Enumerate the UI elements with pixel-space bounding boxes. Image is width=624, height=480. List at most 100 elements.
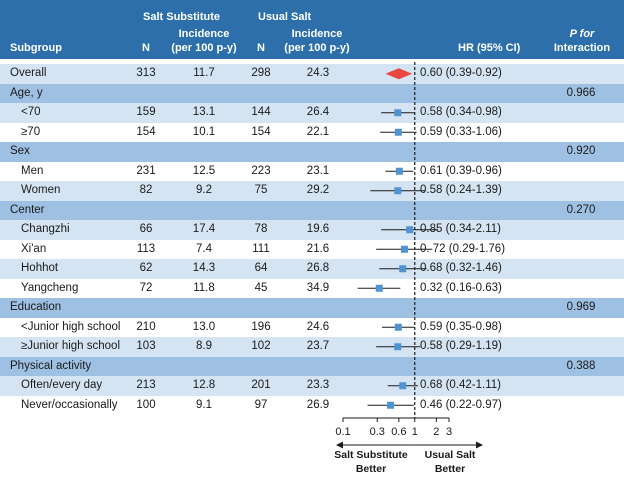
table-row: Xi'an 113 7.4 111 21.6 0. 72 (0.29-1.76) [0,239,624,259]
usual-salt-header: Usual Salt [258,11,312,23]
hr-ci-value: 0.58 (0.34-0.98) [420,106,502,118]
table-row: Overall 313 11.7 298 24.3 0.60 (0.39-0.92) [0,64,624,84]
table-row: <70 159 13.1 144 26.4 0.58 (0.34-0.98) [0,103,624,123]
section-row: Age, y 0.966 [0,83,624,103]
usual-better-label: Usual Salt [425,449,476,461]
substitute-better-label: Salt Substitute [334,449,408,461]
incidence-substitute-value: 10.1 [192,125,216,138]
subgroup-label: Sex [10,145,30,157]
n-usual-value: 78 [254,223,268,235]
n-substitute-value: 313 [136,67,156,79]
n-substitute-value: 66 [139,223,153,235]
subgroup-label: <70 [21,106,41,118]
incidence-usual-value: 29.2 [306,184,330,196]
n-substitute-value: 100 [136,398,156,411]
section-row: Center 0.270 [0,200,624,220]
x-tick-label: 0.3 [370,426,385,438]
p-interaction-header-2: Interaction [553,42,611,54]
incidence-usual-value: 23.1 [306,164,330,177]
hr-ci-value: 0.85 (0.34-2.11) [420,223,501,235]
incidence-substitute-value: 12.5 [192,164,216,177]
incidence-substitute-value: 14.3 [192,262,216,274]
subgroup-label: Overall [10,67,47,79]
hr-ci-value: 0.68 (0.42-1.11) [420,379,501,391]
incidence-substitute-value: 12.8 [192,379,216,391]
n-usual-header: N [257,42,265,54]
n-usual-value: 97 [254,398,268,411]
incidence-substitute-value: 7.4 [196,242,212,255]
table-row: Never/occasionally 100 9.1 97 26.9 0.46 (0.22… [0,395,624,415]
incidence-substitute-value: 9.1 [196,398,212,411]
hr-marker [394,109,402,117]
hr-ci-value: 0.61 (0.39-0.96) [420,164,502,177]
table-row: Often/every day 213 12.8 201 23.3 0.68 (0.42-… [0,376,624,396]
subgroup-label: <Junior high school [21,320,121,333]
hr-ci-value: 0.58 (0.24-1.39) [420,184,502,196]
section-row: Physical activity 0.388 [0,356,624,376]
incidence-substitute-value: 13.0 [192,320,216,333]
table-header: Subgroup Salt Substitute Usual Salt N In… [0,0,624,59]
incidence-substitute-value: 17.4 [192,223,216,235]
hr-ci-value: 0.60 (0.39-0.92) [420,67,502,79]
subgroup-label: Xi'an [21,242,47,255]
incidence-usual-header-1: Incidence [291,28,343,40]
incidence-substitute-value: 11.7 [193,67,215,79]
subgroup-label: Women [21,184,61,196]
section-row: Education 0.969 [0,298,624,318]
hr-ci-value: 0.59 (0.33-1.06) [420,125,502,138]
p-interaction-value: 0.388 [566,359,596,372]
n-substitute-value: 72 [139,281,153,294]
incidence-usual-value: 26.9 [306,398,330,411]
incidence-usual-value: 26.8 [306,262,330,274]
incidence-usual-header-2: (per 100 p-y) [284,42,350,54]
hr-marker [406,226,414,234]
table-row: Changzhi 66 17.4 78 19.6 0.85 (0.34-2.11) [0,220,624,240]
subgroup-label: ≥70 [21,125,41,138]
overall-diamond [385,68,413,80]
n-usual-value: 102 [251,340,271,352]
incidence-substitute-header-2: (per 100 p-y) [171,42,237,54]
p-interaction-header-1: P for [569,28,595,40]
table-row: Women 82 9.2 75 29.2 0.58 (0.24-1.39) [0,181,624,201]
hr-ci-value: 0.58 (0.29-1.19) [420,340,502,352]
incidence-substitute-value: 8.9 [196,340,212,352]
n-usual-value: 75 [254,184,268,196]
hr-marker [399,382,407,390]
n-usual-value: 111 [252,242,270,255]
incidence-substitute-value: 9.2 [196,184,212,196]
subgroup-label: ≥Junior high school [21,340,121,352]
n-usual-value: 64 [254,262,268,274]
incidence-usual-value: 24.3 [306,67,330,79]
subgroup-label: Physical activity [10,359,92,372]
hr-ci-value: 0.46 (0.22-0.97) [420,398,502,411]
incidence-usual-value: 34.9 [306,281,330,294]
n-substitute-value: 231 [136,164,156,177]
n-usual-value: 201 [251,379,271,391]
subgroup-label: Changzhi [21,223,70,235]
incidence-substitute-value: 11.8 [193,281,215,294]
table-row: <Junior high school 210 13.0 196 24.6 0.59 (0… [0,317,624,337]
n-substitute-value: 210 [136,320,156,333]
table-row: ≥Junior high school 103 8.9 102 23.7 0.58 (0.… [0,337,624,357]
usual-better-label: Better [435,463,465,475]
n-substitute-value: 82 [139,184,153,196]
hr-marker [395,167,403,175]
hr-ci-value: 0. 72 (0.29-1.76) [420,242,506,255]
n-usual-value: 154 [251,125,271,138]
n-substitute-value: 154 [136,125,156,138]
p-interaction-value: 0.920 [566,145,596,157]
incidence-substitute-value: 13.1 [192,106,216,118]
incidence-usual-value: 23.7 [306,340,330,352]
subgroup-label: Men [21,164,44,177]
incidence-substitute-header-1: Incidence [178,28,230,40]
n-usual-value: 196 [251,320,271,333]
n-usual-value: 45 [254,281,268,294]
x-tick-label: 0.6 [391,426,406,438]
subgroup-label: Age, y [10,86,43,99]
left-arrow-head [336,441,343,449]
n-usual-value: 298 [251,67,271,79]
p-interaction-value: 0.966 [566,86,596,99]
incidence-usual-value: 22.1 [306,125,330,138]
incidence-usual-value: 24.6 [306,320,330,333]
